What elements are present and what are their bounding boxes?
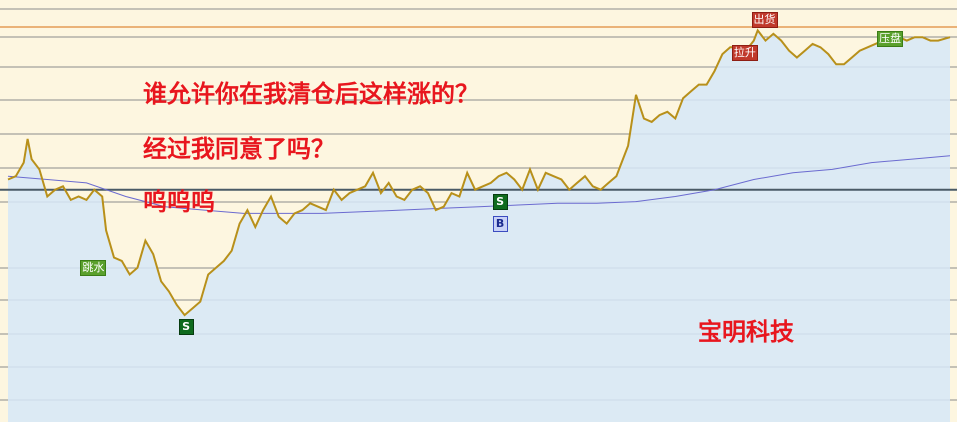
caption-line-3: 呜呜呜 [143,188,215,216]
annotation-signal-tag: 跳水 [80,259,107,276]
price-area-fill [8,30,950,422]
annotation-signal-tag: 出货 [751,12,778,29]
annotation-signal-tag: 压盘 [877,31,904,48]
price-line [7,28,951,317]
annotation-sell-tag: S [178,319,194,336]
annotation-buy-tag: B [492,215,508,232]
annotation-sell-tag: S [492,193,508,210]
caption-line-2: 经过我同意了吗？ [143,135,335,163]
average-price-line [7,155,951,214]
annotation-signal-tag: 拉升 [731,45,758,62]
caption-line-1: 谁允许你在我清仓后这样涨的？ [143,80,479,108]
watermark-text: 宝明科技 [698,318,794,346]
